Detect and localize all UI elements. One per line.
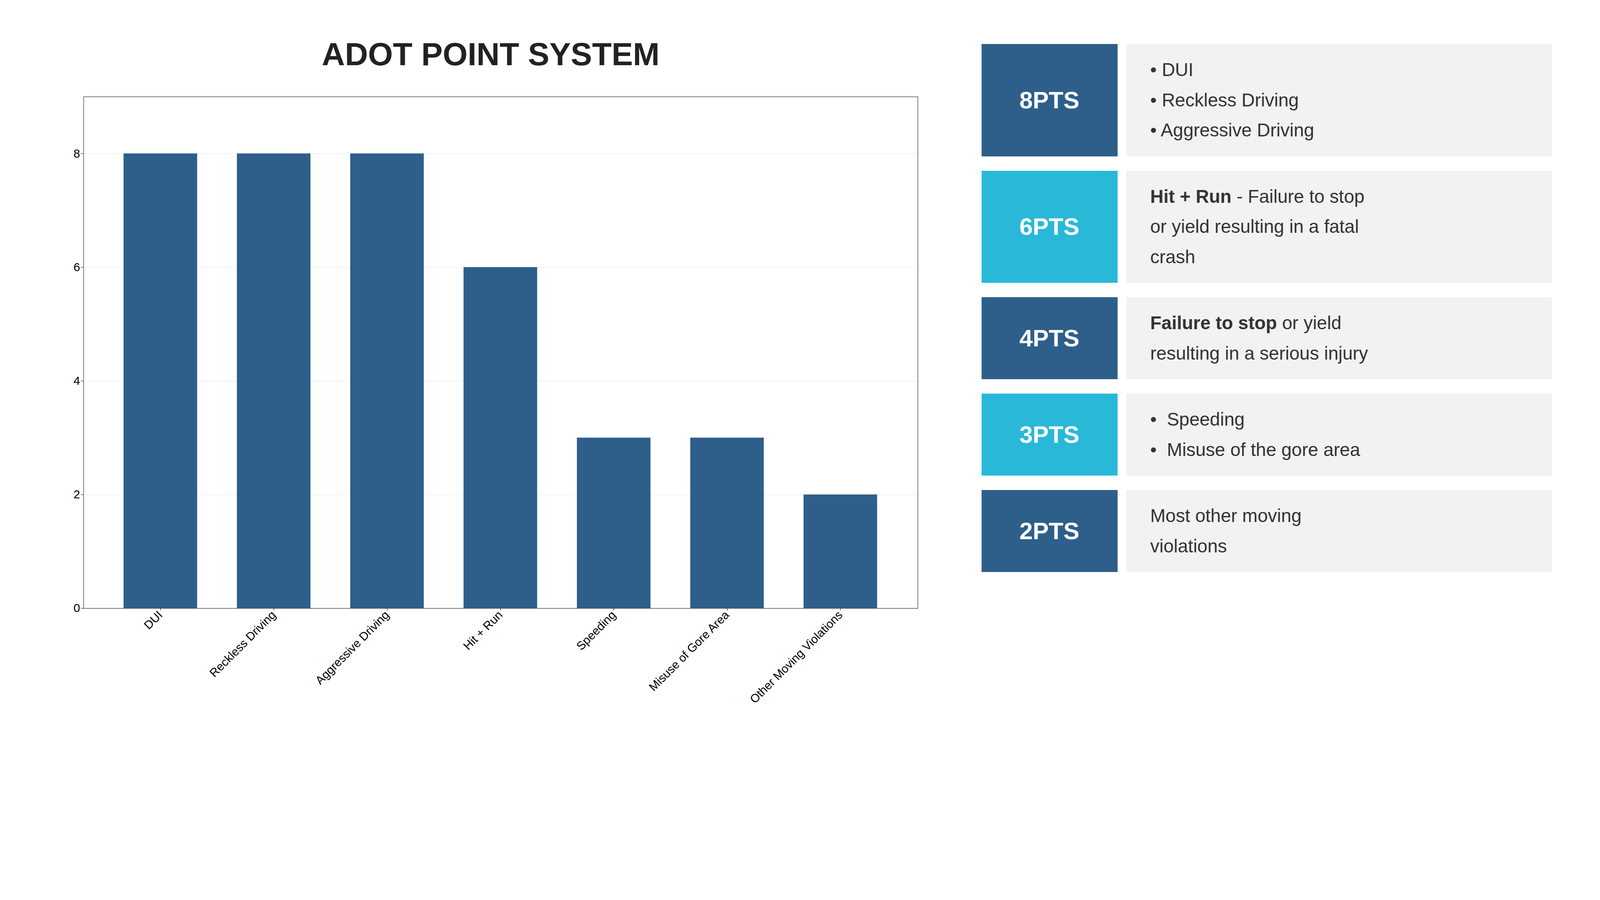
svg-text:6: 6 [73, 260, 80, 274]
html-text:• DUI: • DUI [1150, 59, 1194, 80]
html-text:violations: violations [1150, 535, 1227, 557]
svg-text:4: 4 [73, 374, 80, 388]
svg-text:0: 0 [73, 601, 80, 615]
html-text:crash: crash [1150, 246, 1196, 267]
html-text:resulting in a serious injury: resulting in a serious injury [1150, 342, 1369, 364]
html-text:3PTS: 3PTS [1019, 421, 1080, 448]
svg-text:2: 2 [73, 487, 80, 501]
html-text:• Aggressive Driving: • Aggressive Driving [1150, 119, 1315, 141]
html-text:2PTS: 2PTS [1019, 517, 1080, 545]
svg-text:Other Moving Violations: Other Moving Violations [747, 608, 845, 706]
svg-text:Hit + Run: Hit + Run [460, 608, 505, 653]
html-text:Failure to stop or yield: Failure to stop or yield [1150, 312, 1342, 334]
svg-text:Reckless Driving: Reckless Driving [206, 608, 279, 680]
svg-text:Misuse of Gore Area: Misuse of Gore Area [646, 608, 732, 694]
svg-text:Aggressive Driving: Aggressive Driving [312, 608, 392, 687]
html-text:Most other moving: Most other moving [1150, 505, 1302, 526]
html-text:• Speeding: • Speeding [1150, 408, 1245, 430]
svg-text:DUI: DUI [141, 608, 165, 632]
svg-text:8: 8 [73, 146, 80, 160]
html-text:Hit + Run - Failure to stop: Hit + Run - Failure to stop [1150, 185, 1365, 207]
html-text:8PTS: 8PTS [1019, 86, 1080, 114]
html-text:• Reckless Driving: • Reckless Driving [1150, 89, 1299, 111]
html-text:4PTS: 4PTS [1019, 324, 1080, 352]
html-text:or yield resulting in a fatal: or yield resulting in a fatal [1150, 216, 1359, 237]
html-text:6PTS: 6PTS [1019, 213, 1080, 241]
svg-text:Speeding: Speeding [573, 608, 618, 653]
html-text:ADOT POINT SYSTEM: ADOT POINT SYSTEM [321, 36, 660, 72]
html-text:• Misuse of the gore area: • Misuse of the gore area [1150, 439, 1361, 460]
